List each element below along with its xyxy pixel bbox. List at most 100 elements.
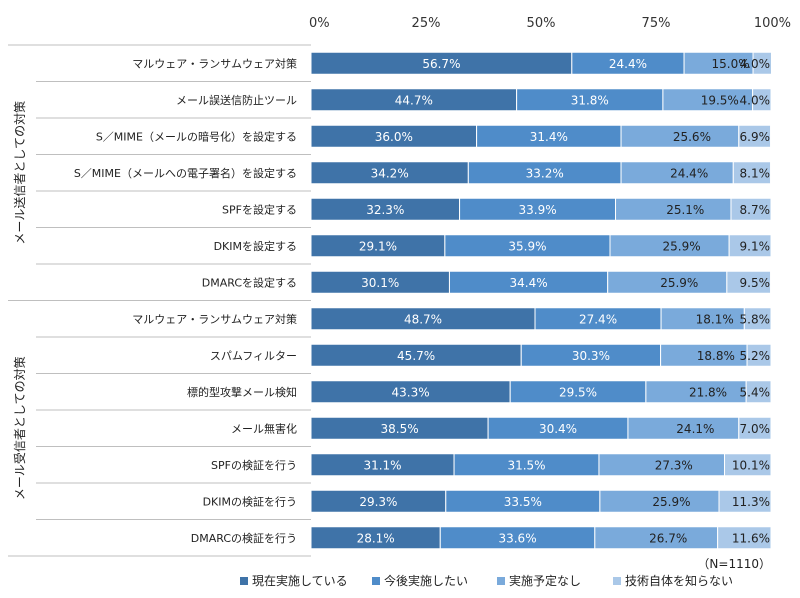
legend-swatch xyxy=(613,577,621,585)
data-label: 15.0% xyxy=(711,57,749,71)
data-label: 18.8% xyxy=(697,349,735,363)
data-label: 48.7% xyxy=(404,312,442,326)
data-label: 31.4% xyxy=(530,130,568,144)
data-label: 5.2% xyxy=(740,349,771,363)
category-label: スパムフィルター xyxy=(210,349,297,362)
data-label: 25.9% xyxy=(663,239,701,253)
category-label: S／MIME（メールへの電子署名）を設定する xyxy=(74,166,297,180)
bar-segment xyxy=(718,489,772,513)
data-label: 30.3% xyxy=(572,349,610,363)
data-label: 25.9% xyxy=(660,276,698,290)
data-label: 7.0% xyxy=(740,422,771,436)
data-label: 28.1% xyxy=(357,531,395,545)
data-label: 27.3% xyxy=(655,458,693,472)
data-label: 44.7% xyxy=(395,93,433,107)
legend-label: 現在実施している xyxy=(252,573,348,588)
category-labels: マルウェア・ランサムウェア対策メール誤送信防止ツールS／MIME（メールの暗号化… xyxy=(8,56,311,557)
data-label: 11.6% xyxy=(732,531,770,545)
bars xyxy=(310,51,772,550)
category-label: メール誤送信防止ツール xyxy=(176,93,297,107)
data-label: 33.9% xyxy=(518,203,556,217)
data-label: 25.1% xyxy=(666,203,704,217)
bar-segment xyxy=(743,307,772,331)
x-axis: 0% 25% 50% 75% 100% xyxy=(309,16,791,31)
data-label: 30.4% xyxy=(539,422,577,436)
bar-segment xyxy=(730,197,772,221)
data-label: 29.3% xyxy=(359,495,397,509)
data-label: 24.4% xyxy=(609,57,647,71)
x-tick-label: 50% xyxy=(527,16,556,31)
data-label: 5.4% xyxy=(740,385,771,399)
data-label: 4.0% xyxy=(740,93,771,107)
data-label: 25.6% xyxy=(673,130,711,144)
legend-swatch xyxy=(240,577,248,585)
legend-swatch xyxy=(497,577,505,585)
x-tick-label: 75% xyxy=(642,16,671,31)
data-label: 24.4% xyxy=(670,166,708,180)
bar-segment xyxy=(724,453,772,477)
group-label: メール受信者としての対策 xyxy=(13,356,27,500)
legend-label: 技術自体を知らない xyxy=(625,574,733,588)
data-label: 33.6% xyxy=(498,531,536,545)
data-label: 29.1% xyxy=(359,239,397,253)
data-label: 10.1% xyxy=(732,458,770,472)
legend: 現在実施している 今後実施したい 実施予定なし 技術自体を知らない xyxy=(240,573,733,588)
sample-size-note: （N=1110） xyxy=(697,557,771,571)
category-label: DKIMを設定する xyxy=(214,239,297,253)
bar-segment xyxy=(745,380,772,404)
bar-segment xyxy=(752,51,772,75)
bar-segment xyxy=(738,416,772,440)
legend-label: 今後実施したい xyxy=(384,573,468,588)
legend-swatch xyxy=(372,577,380,585)
data-label: 32.3% xyxy=(366,203,404,217)
data-label: 4.0% xyxy=(740,57,771,71)
category-label: マルウェア・ランサムウェア対策 xyxy=(132,56,297,70)
category-label: SPFを設定する xyxy=(222,202,297,216)
data-label: 56.7% xyxy=(422,57,460,71)
bar-segment xyxy=(717,526,772,550)
data-label: 9.1% xyxy=(740,239,771,253)
data-label: 34.2% xyxy=(371,166,409,180)
data-label: 25.9% xyxy=(652,495,690,509)
category-label: DMARCの検証を行う xyxy=(191,531,297,545)
data-label: 6.9% xyxy=(740,130,771,144)
data-label: 19.5% xyxy=(701,93,739,107)
data-label: 30.1% xyxy=(361,276,399,290)
data-label: 8.1% xyxy=(740,166,771,180)
category-label: 標的型攻撃メール検知 xyxy=(187,385,297,399)
data-label: 45.7% xyxy=(397,349,435,363)
bar-segment xyxy=(726,270,772,294)
legend-label: 実施予定なし xyxy=(509,573,581,588)
category-label: メール無害化 xyxy=(231,421,297,435)
bar-segment xyxy=(728,234,772,258)
bar-segment xyxy=(732,161,772,185)
data-label: 8.7% xyxy=(740,203,771,217)
data-label: 31.8% xyxy=(571,93,609,107)
x-tick-label: 100% xyxy=(754,16,791,31)
data-label: 21.8% xyxy=(689,385,727,399)
data-label: 5.8% xyxy=(740,312,771,326)
category-label: マルウェア・ランサムウェア対策 xyxy=(132,312,297,326)
category-label: S／MIME（メールの暗号化）を設定する xyxy=(96,129,297,143)
category-label: DMARCを設定する xyxy=(202,275,297,289)
data-label: 29.5% xyxy=(559,385,597,399)
bar-segment xyxy=(738,124,772,148)
category-label: SPFの検証を行う xyxy=(211,458,297,472)
bar-segment xyxy=(752,88,772,112)
bar-segment xyxy=(746,343,772,367)
data-label: 43.3% xyxy=(392,385,430,399)
data-label: 36.0% xyxy=(375,130,413,144)
data-label: 27.4% xyxy=(579,312,617,326)
data-label: 31.1% xyxy=(363,458,401,472)
group-label: メール送信者としての対策 xyxy=(12,101,27,245)
data-label: 33.2% xyxy=(526,166,564,180)
data-label: 31.5% xyxy=(507,458,545,472)
data-label: 35.9% xyxy=(508,239,546,253)
data-labels: 56.7% 24.4% 15.0%4.0%44.7% 31.8% 19.5% 4.0%36… xyxy=(357,57,770,546)
data-label: 34.4% xyxy=(510,276,548,290)
data-label: 24.1% xyxy=(676,422,714,436)
data-label: 26.7% xyxy=(649,531,687,545)
data-label: 38.5% xyxy=(380,422,418,436)
x-tick-label: 25% xyxy=(412,16,441,31)
